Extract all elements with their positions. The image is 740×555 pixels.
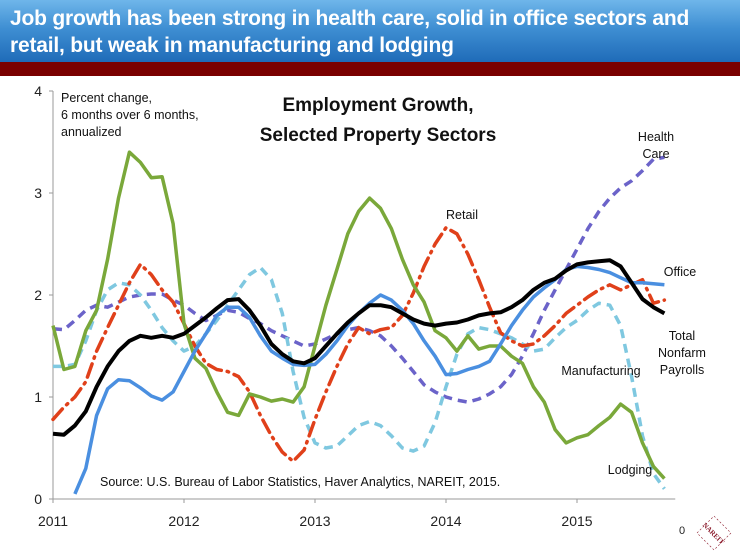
- series-line-lodging: [51, 150, 666, 480]
- y-tick-label: 2: [34, 287, 42, 303]
- series-group: [51, 150, 667, 495]
- series-label-total-nonfarm-payrolls: Nonfarm: [658, 346, 706, 360]
- header-banner: Job growth has been strong in health car…: [0, 0, 740, 62]
- x-tick-label: 2015: [561, 513, 592, 529]
- chart-title-line-2: Selected Property Sectors: [260, 125, 497, 146]
- series-line-manufacturing: [53, 265, 666, 490]
- header-accent-bar: [0, 62, 740, 76]
- series-line-office: [73, 264, 665, 495]
- nareit-logo: NAREIT: [696, 515, 732, 551]
- y-tick-label: 3: [34, 185, 42, 201]
- series-label-health-care: Care: [642, 147, 669, 161]
- nareit-logo-text: NAREIT: [701, 521, 726, 546]
- series-label-lodging: Lodging: [608, 463, 653, 477]
- series-line-total-nonfarm-payrolls: [52, 258, 666, 437]
- series-label-total-nonfarm-payrolls: Payrolls: [660, 363, 704, 377]
- source-note: Source: U.S. Bureau of Labor Statistics,…: [100, 475, 500, 489]
- series-labels: Health Care Total Nonfarm Payrolls Office Reta…: [446, 130, 706, 477]
- series-label-office: Office: [664, 265, 696, 279]
- series-label-retail: Retail: [446, 208, 478, 222]
- series-label-total-nonfarm-payrolls: Total: [669, 329, 695, 343]
- axes: 0 1 2 3 4 2011 2012 2013 2014 2015: [34, 83, 676, 529]
- series-label-health-care: Health: [638, 130, 674, 144]
- employment-growth-chart: 0 1 2 3 4 2011 2012 2013 2014 2015 Employment Gro…: [34, 83, 706, 529]
- x-tick-label: 2012: [168, 513, 199, 529]
- units-note-line-2: 6 months over 6 months,: [61, 108, 199, 122]
- x-tick-label: 2013: [299, 513, 330, 529]
- x-tick-label: 2014: [430, 513, 461, 529]
- slide-title: Job growth has been strong in health car…: [10, 7, 690, 57]
- series-label-manufacturing: Manufacturing: [561, 364, 640, 378]
- units-note-line-1: Percent change,: [61, 91, 152, 105]
- chart-title-line-1: Employment Growth,: [282, 95, 473, 116]
- x-tick-label: 2011: [38, 513, 68, 529]
- page-number: 0: [679, 525, 686, 537]
- y-tick-label: 0: [34, 491, 42, 507]
- units-note-line-3: annualized: [61, 125, 122, 139]
- y-tick-label: 4: [34, 83, 42, 99]
- y-tick-label: 1: [34, 389, 42, 405]
- series-line-retail: [51, 225, 667, 464]
